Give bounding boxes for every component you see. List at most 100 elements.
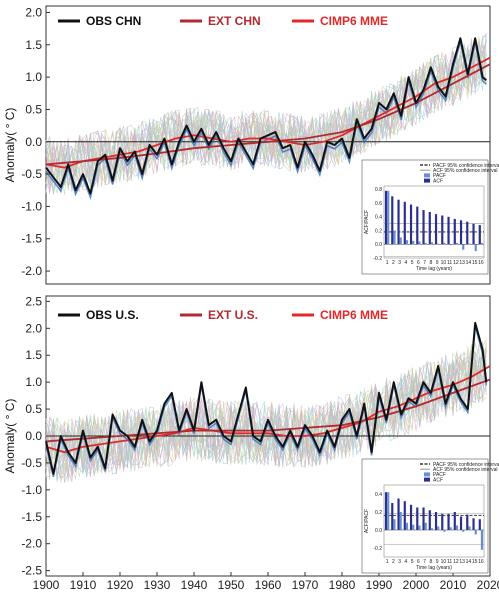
- y-tick-label: -2.0: [21, 537, 42, 551]
- legend-chn: OBS CHN EXT CHN CIMP6 MME: [58, 14, 388, 28]
- inset-x-tick: 4: [404, 260, 407, 266]
- y-tick-label: 1.0: [25, 70, 42, 84]
- series-line-obs-chn: [45, 37, 487, 195]
- y-tick-label: -1.5: [21, 510, 42, 524]
- inset-legend-swatch: [424, 173, 430, 178]
- inset-plot-area: [383, 185, 485, 259]
- inset-acf-bar: [422, 507, 425, 530]
- inset-acf-bar: [453, 218, 456, 245]
- inset-pacf-bar: [387, 190, 390, 245]
- y-tick-label: 1.0: [25, 375, 42, 389]
- y-tick-label: 0.0: [25, 135, 42, 149]
- y-tick-label: 2.0: [25, 321, 42, 335]
- inset-acf-bar: [428, 212, 431, 245]
- series-line-cimp6-mme: [45, 56, 491, 169]
- inset-x-tick: 16: [478, 260, 484, 266]
- inset-acf-bar: [384, 492, 388, 530]
- inset-pacf-bar: [418, 525, 421, 530]
- inset-pacf-bar: [387, 492, 390, 530]
- x-tick-label: 2020: [477, 578, 499, 592]
- inset-legend-swatch: [424, 178, 430, 183]
- inset-legend-swatch: [424, 477, 430, 482]
- inset-pacf-bar: [393, 519, 396, 530]
- y-tick-label: 0.5: [25, 102, 42, 116]
- inset-acf-bar: [397, 498, 400, 530]
- inset-pacf-bar: [455, 242, 459, 245]
- inset-pacf-bar: [443, 530, 446, 532]
- inset-pacf-bar: [399, 512, 402, 530]
- inset-x-tick: 1: [386, 260, 389, 266]
- y-tick-label: 0.0: [25, 429, 42, 443]
- inset-x-tick: 16: [478, 559, 484, 565]
- y-axis-us: 2.5 2.0 1.5 1.0 0.5 0.0 -0.5 -1.0 -1.5 -2.0 -2.5: [21, 294, 50, 578]
- inset-x-tick: 2: [392, 559, 395, 565]
- legend-label-mme-us: CIMP6 MME: [320, 308, 388, 322]
- x-tick-label: 1970: [292, 578, 319, 592]
- inset-pacf-bar: [430, 242, 434, 245]
- inset-y-tick: 0.2: [375, 228, 382, 234]
- series-lines-chn: [45, 37, 491, 201]
- ensemble-member-line: [45, 348, 487, 475]
- inset-x-tick: 13: [459, 559, 465, 565]
- inset-acf-bar: [422, 210, 425, 245]
- ensemble-member-line: [45, 47, 487, 187]
- x-axis-us: 1900 1910 1920 1930 1940 1950 1960 1970 1980 1990…: [33, 572, 499, 592]
- inset-pacf-bar: [405, 522, 409, 530]
- inset-acf-bar: [466, 514, 469, 530]
- panel-us: 2.5 2.0 1.5 1.0 0.5 0.0 -0.5 -1.0 -1.5 -2.0 -2.5 1…: [3, 294, 499, 592]
- inset-acf-bar: [441, 215, 444, 245]
- inset-pacf-bar: [418, 241, 421, 245]
- inset-pacf-bar: [424, 522, 427, 530]
- ensemble-member-line: [45, 37, 487, 183]
- inset-acf-bar: [416, 206, 419, 245]
- inset-acf-bar: [447, 513, 450, 530]
- inset-y-tick: 0.0: [375, 242, 382, 248]
- inset-acf-bar: [428, 510, 431, 530]
- inset-y-tick: 0.4: [375, 215, 382, 221]
- inset-x-tick: 9: [436, 260, 439, 266]
- y-tick-label: 0.5: [25, 402, 42, 416]
- inset-pacf-bar: [412, 240, 415, 245]
- inset-pacf-bar: [455, 525, 459, 530]
- inset-y-tick: -0.2: [373, 256, 382, 262]
- inset-y-label: ACF/PACF: [364, 509, 370, 533]
- inset-pacf-bar: [449, 527, 452, 530]
- legend-us: OBS U.S. EXT U.S. CIMP6 MME: [58, 308, 388, 322]
- y-tick-label: 2.5: [25, 294, 42, 308]
- y-tick-label: 1.5: [25, 348, 42, 362]
- x-tick-label: 1960: [255, 578, 282, 592]
- inset-pacf-bar: [449, 244, 452, 245]
- inset-acf-bar: [409, 504, 413, 530]
- inset-x-tick: 9: [436, 559, 439, 565]
- inset-pacf-bar: [474, 530, 477, 535]
- inset-acf-bar: [466, 221, 469, 245]
- inset-legend-label: PACF 95% confidence interval: [433, 462, 499, 468]
- inset-pacf-bar: [480, 530, 484, 550]
- inset-acf-bar: [478, 519, 481, 530]
- inset-x-tick: 14: [466, 260, 472, 266]
- inset-x-tick: 3: [398, 559, 401, 565]
- inset-pacf-bar: [430, 528, 434, 530]
- panel-chn: 2.0 1.5 1.0 0.5 0.0 -0.5 -1.0 -1.5 -2.0 Anomaly(…: [3, 5, 499, 285]
- ensemble-members-us: [45, 339, 487, 483]
- inset-x-label: Time lag (years): [416, 565, 452, 571]
- inset-acf-bar: [472, 223, 475, 245]
- inset-pacf-bar: [474, 244, 477, 252]
- inset-legend-label: ACF 95% confidence interval: [433, 168, 497, 174]
- y-tick-label: -0.5: [21, 167, 42, 181]
- inset-legend-label: ACF: [433, 178, 443, 184]
- inset-pacf-bar: [462, 530, 465, 532]
- inset-y-tick: 0.0: [375, 528, 382, 534]
- series-line-cimp6-mme: [45, 365, 491, 454]
- inset-y-label: ACF/PACF: [364, 210, 370, 234]
- y-tick-label: -1.0: [21, 483, 42, 497]
- inset-acf-bar: [441, 513, 444, 530]
- inset-plot-area: [383, 484, 485, 558]
- y-axis-chn: 2.0 1.5 1.0 0.5 0.0 -0.5 -1.0 -1.5 -2.0: [21, 5, 50, 278]
- inset-x-tick: 11: [447, 559, 452, 565]
- y-tick-label: -1.5: [21, 232, 42, 246]
- inset-x-tick: 10: [441, 559, 447, 565]
- series-lines-us: [45, 321, 491, 478]
- x-tick-label: 1900: [33, 578, 60, 592]
